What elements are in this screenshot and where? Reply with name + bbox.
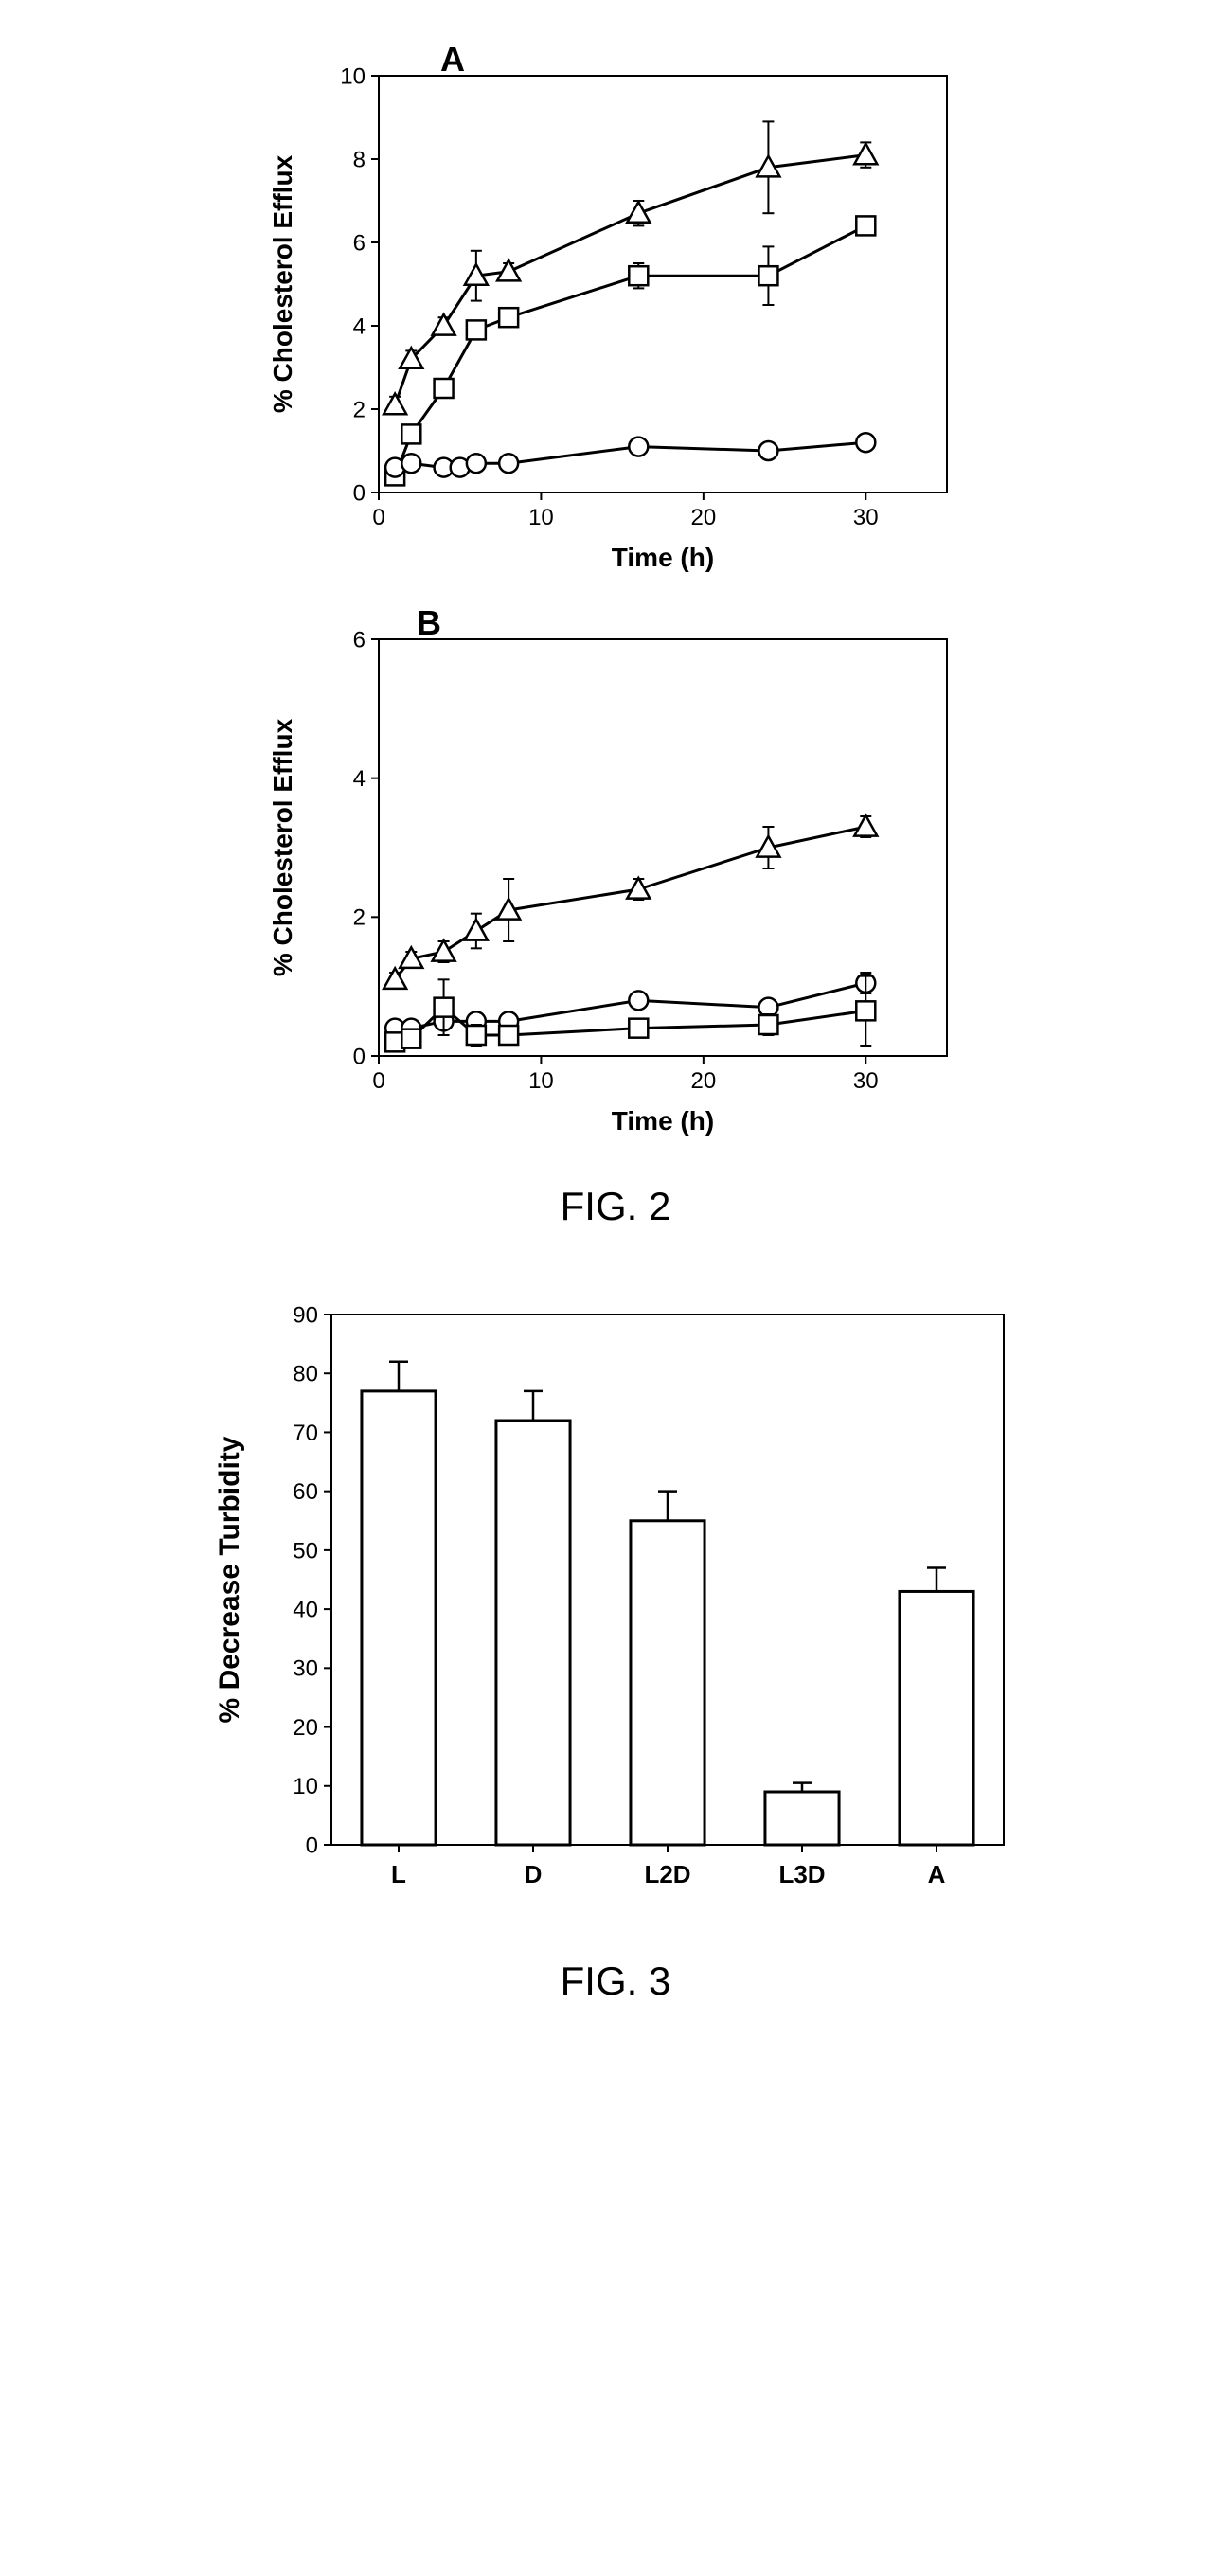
- svg-text:L2D: L2D: [644, 1860, 690, 1888]
- svg-text:D: D: [525, 1860, 543, 1888]
- page: A 01020300246810Time (h)% Cholesterol Ef…: [0, 0, 1231, 2099]
- svg-text:% Decrease Turbidity: % Decrease Turbidity: [214, 1436, 245, 1723]
- fig2-panel-a-label: A: [440, 40, 465, 80]
- svg-text:L3D: L3D: [778, 1860, 825, 1888]
- svg-text:% Cholesterol Efflux: % Cholesterol Efflux: [268, 154, 297, 413]
- svg-text:8: 8: [353, 147, 366, 172]
- svg-text:6: 6: [353, 627, 366, 653]
- svg-text:0: 0: [372, 1068, 384, 1094]
- fig2-panel-b-wrap: B 0 10 20 30 0 2 4 6 Time (h) % Cholesterol Efflu…: [256, 601, 975, 1155]
- svg-text:30: 30: [853, 505, 879, 530]
- svg-text:20: 20: [691, 1068, 717, 1094]
- figure-2: A 01020300246810Time (h)% Cholesterol Ef…: [256, 38, 975, 1229]
- svg-text:L: L: [391, 1860, 406, 1888]
- svg-text:20: 20: [293, 1715, 318, 1741]
- svg-text:10: 10: [293, 1774, 318, 1799]
- svg-text:6: 6: [353, 230, 366, 256]
- svg-text:50: 50: [293, 1538, 318, 1564]
- figure-3: 0 10 20 30 40 50 60 70 80 90 % Decrease Turbidity L…: [199, 1286, 1032, 2004]
- svg-text:10: 10: [528, 505, 554, 530]
- svg-text:Time (h): Time (h): [612, 1106, 714, 1136]
- fig2-panel-a-wrap: A 0 10 20 30 0 2 4 6 8 10 Time (h) % Cholesterol Ef…: [256, 38, 975, 592]
- svg-text:0: 0: [353, 1044, 366, 1069]
- svg-text:4: 4: [353, 313, 366, 339]
- svg-text:20: 20: [691, 505, 717, 530]
- fig2-panel-a-chart: 0 10 20 30 0 2 4 6 8 10 Time (h) % Cholesterol Effl…: [256, 38, 975, 587]
- svg-text:Time (h): Time (h): [612, 543, 714, 572]
- svg-text:10: 10: [528, 1068, 554, 1094]
- svg-text:10: 10: [340, 63, 366, 89]
- fig3-caption: FIG. 3: [561, 1959, 671, 2004]
- svg-text:60: 60: [293, 1479, 318, 1505]
- fig2-caption: FIG. 2: [561, 1184, 671, 1229]
- svg-text:30: 30: [293, 1656, 318, 1682]
- svg-text:0: 0: [372, 505, 384, 530]
- svg-text:90: 90: [293, 1302, 318, 1328]
- fig3-chart: 0 10 20 30 40 50 60 70 80 90 % Decrease Turbidity L…: [199, 1286, 1032, 1930]
- svg-text:70: 70: [293, 1421, 318, 1446]
- svg-text:0: 0: [353, 480, 366, 506]
- svg-text:80: 80: [293, 1362, 318, 1387]
- svg-text:30: 30: [853, 1068, 879, 1094]
- svg-text:A: A: [928, 1860, 946, 1888]
- svg-text:40: 40: [293, 1598, 318, 1623]
- svg-text:2: 2: [353, 905, 366, 931]
- fig2-panel-b-chart: 0 10 20 30 0 2 4 6 Time (h) % Cholesterol Efflux: [256, 601, 975, 1151]
- svg-text:% Cholesterol Efflux: % Cholesterol Efflux: [268, 718, 297, 976]
- fig2-panel-b-label: B: [417, 603, 441, 643]
- svg-text:2: 2: [353, 397, 366, 422]
- svg-text:0: 0: [306, 1833, 318, 1858]
- svg-text:4: 4: [353, 766, 366, 792]
